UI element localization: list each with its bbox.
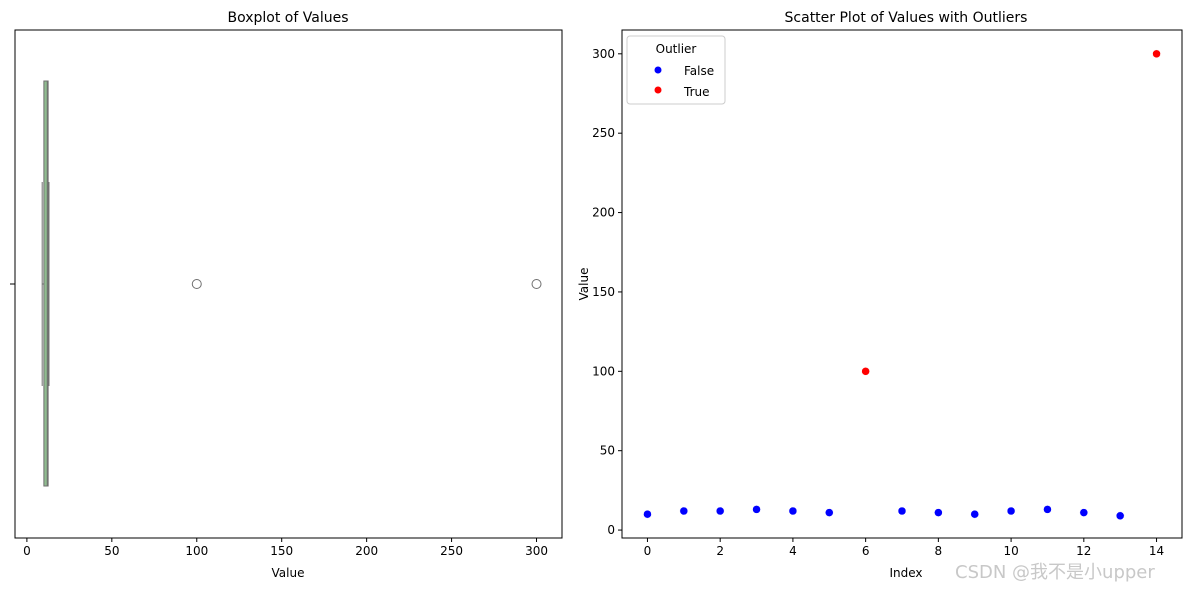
boxplot-x-axis-label: Value xyxy=(272,566,305,580)
scatter-point-false-3 xyxy=(752,505,761,514)
legend-marker-false xyxy=(654,66,662,74)
scatter-x-tick-label: 12 xyxy=(1076,544,1091,558)
scatter-y-tick-label: 300 xyxy=(592,47,615,61)
scatter-legend: Outlier False True xyxy=(626,35,726,105)
scatter-point-false-12 xyxy=(1115,511,1125,521)
legend-label-false: False xyxy=(684,64,714,78)
scatter-y-tick-label: 200 xyxy=(592,206,615,220)
boxplot-x-tick-label: 150 xyxy=(270,544,293,558)
scatter-point-false-10 xyxy=(1043,505,1052,514)
scatter-x-tick-label: 2 xyxy=(716,544,724,558)
scatter-x-tick-label: 4 xyxy=(789,544,797,558)
scatter-point-false-5 xyxy=(825,508,834,517)
scatter-x-tick-label: 6 xyxy=(862,544,870,558)
scatter-x-tick-label: 10 xyxy=(1003,544,1018,558)
scatter-point-true-1 xyxy=(1152,49,1161,59)
scatter-x-tick-label: 14 xyxy=(1149,544,1164,558)
watermark: CSDN @我不是小upper xyxy=(955,562,1155,583)
scatter-y-tick-label: 0 xyxy=(607,523,615,537)
boxplot-plot-frame xyxy=(14,29,563,539)
scatter-title: Scatter Plot of Values with Outliers xyxy=(785,10,1028,26)
boxplot-x-tick-label: 50 xyxy=(104,544,119,558)
boxplot-x-tick-label: 250 xyxy=(440,544,463,558)
boxplot-x-tick-label: 0 xyxy=(23,544,31,558)
boxplot-title: Boxplot of Values xyxy=(228,10,349,26)
legend-frame xyxy=(626,35,726,105)
scatter-point-false-1 xyxy=(679,506,689,516)
scatter-point-false-6 xyxy=(897,506,907,516)
scatter-y-axis-label: Value xyxy=(577,268,591,301)
boxplot-content xyxy=(41,80,542,487)
scatter-x-ticks: 0 2 4 6 8 10 12 14 xyxy=(644,538,1164,558)
box-outlier-1 xyxy=(531,279,542,289)
scatter-y-tick-label: 250 xyxy=(592,126,615,140)
scatter-x-tick-label: 0 xyxy=(644,544,652,558)
scatter-point-false-8 xyxy=(970,509,979,519)
scatter-point-true-0 xyxy=(861,367,870,376)
scatter-plot-frame xyxy=(621,29,1183,539)
boxplot-x-tick-label: 100 xyxy=(185,544,208,558)
scatter-y-tick-label: 100 xyxy=(592,364,615,378)
scatter-axes: Scatter Plot of Values with Outliers 0 2 4… xyxy=(577,10,1183,580)
boxplot-x-tick-label: 200 xyxy=(355,544,378,558)
scatter-points xyxy=(643,49,1161,521)
box-body xyxy=(43,80,49,487)
scatter-point-false-2 xyxy=(715,506,725,516)
legend-title: Outlier xyxy=(656,42,697,56)
legend-label-true: True xyxy=(683,85,710,99)
boxplot-axes: Boxplot of Values 0 50 100 150 200 250 300 Val… xyxy=(10,10,563,580)
scatter-point-false-7 xyxy=(934,508,943,517)
scatter-point-false-0 xyxy=(643,509,652,519)
scatter-x-tick-label: 8 xyxy=(935,544,943,558)
scatter-point-false-4 xyxy=(788,506,798,516)
scatter-y-ticks: 0 50 100 150 200 250 300 xyxy=(592,47,622,537)
scatter-point-false-11 xyxy=(1079,508,1089,517)
scatter-x-axis-label: Index xyxy=(889,566,922,580)
scatter-y-tick-label: 50 xyxy=(600,444,615,458)
boxplot-x-tick-label: 300 xyxy=(525,544,548,558)
scatter-point-false-9 xyxy=(1006,506,1016,516)
legend-marker-true xyxy=(654,86,662,94)
scatter-y-tick-label: 150 xyxy=(592,285,615,299)
box-outlier-0 xyxy=(191,279,202,289)
boxplot-x-ticks: 0 50 100 150 200 250 300 xyxy=(23,538,548,558)
